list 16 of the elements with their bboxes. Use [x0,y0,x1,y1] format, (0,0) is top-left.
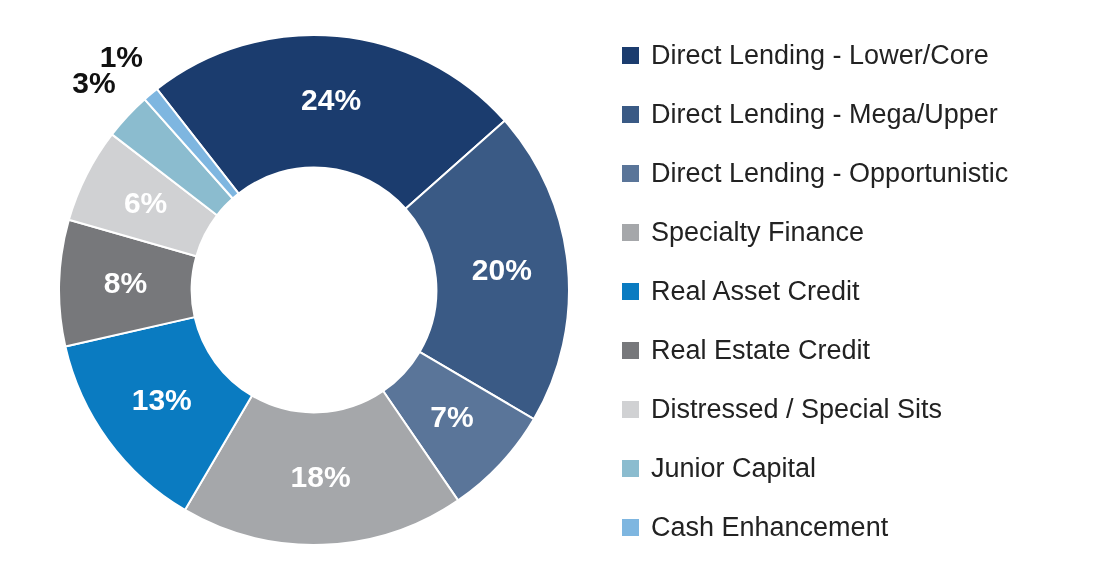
legend-label: Distressed / Special Sits [651,394,943,425]
data-label: 24% [301,83,362,117]
legend-label: Direct Lending - Opportunistic [651,158,1009,189]
legend-label: Real Asset Credit [651,276,860,307]
legend-label: Real Estate Credit [651,335,871,366]
data-label: 13% [131,382,192,416]
data-label: 7% [430,399,474,433]
legend-label: Junior Capital [651,453,817,484]
data-label: 8% [103,266,148,299]
legend-label: Specialty Finance [651,217,865,248]
data-label: 18% [290,459,351,493]
legend-label: Direct Lending - Lower/Core [651,40,989,71]
data-label: 1% [99,40,144,74]
data-label: 20% [471,252,532,286]
legend-label: Cash Enhancement [651,512,889,543]
legend-label: Direct Lending - Mega/Upper [651,99,998,130]
